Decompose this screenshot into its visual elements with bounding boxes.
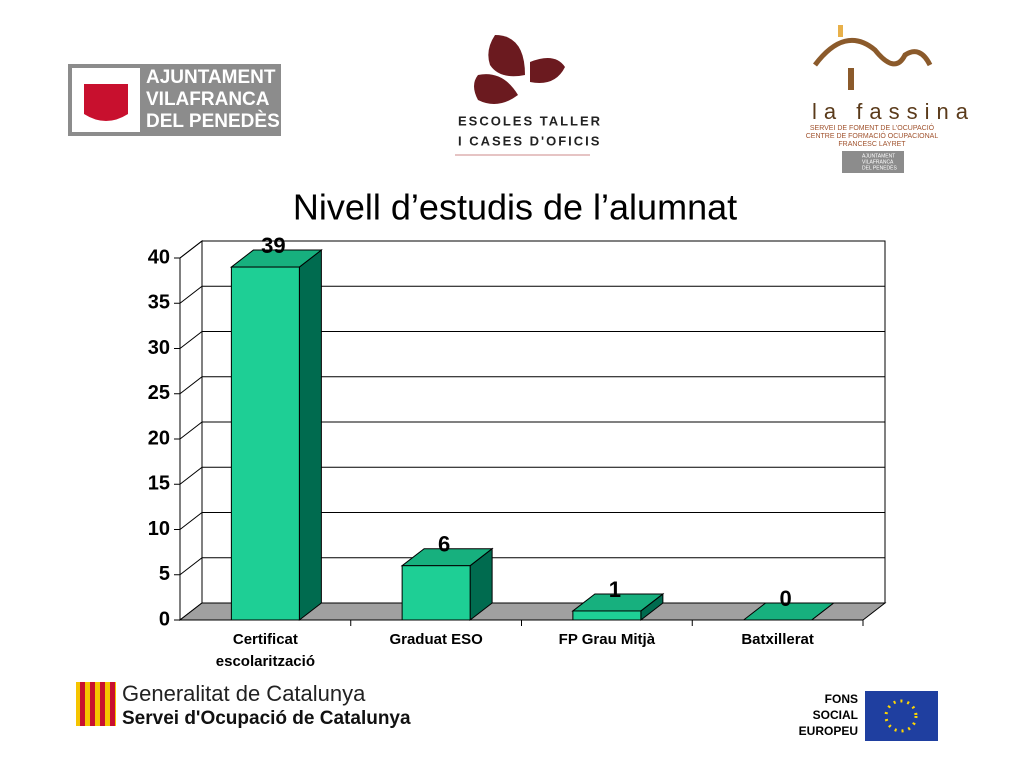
logo-text: VILAFRANCA <box>862 159 894 165</box>
grid-line <box>179 376 885 395</box>
grid-line <box>179 240 885 259</box>
stripe <box>100 682 105 726</box>
y-tick-label: 0 <box>159 608 170 630</box>
y-tick-label: 5 <box>159 563 170 585</box>
eu-stars <box>884 699 918 733</box>
bar <box>230 266 300 621</box>
y-tick-label: 30 <box>148 337 170 359</box>
grid-line <box>179 466 885 485</box>
value-label: 1 <box>609 577 621 602</box>
x-tick-label: FP Grau Mitjà <box>558 631 656 648</box>
leaf <box>474 74 518 104</box>
fassina-logo: la fassina SERVEI DE FOMENT DE L'OCUPACI… <box>806 25 975 173</box>
logo-text: CENTRE DE FORMACIÓ OCUPACIONAL <box>806 131 939 140</box>
logo-text: ESCOLES TALLER <box>458 113 602 128</box>
logo-text: DEL PENEDÈS <box>862 164 897 171</box>
logo-text: VILAFRANCA <box>146 89 270 110</box>
footer-text: EUROPEU <box>799 724 858 738</box>
y-tick-label: 35 <box>148 292 170 314</box>
y-tick-label: 40 <box>148 246 170 268</box>
bar-top <box>742 602 836 621</box>
logo-text: la fassina <box>812 99 975 124</box>
logo-text: DEL PENEDÈS <box>146 110 280 132</box>
grid-line <box>179 331 885 349</box>
eu-flag <box>865 691 938 741</box>
leaf <box>488 35 525 77</box>
grid-line <box>179 512 885 530</box>
bar-side <box>298 249 322 622</box>
logo-text: AJUNTAMENT <box>862 153 895 159</box>
grid-line <box>179 285 885 304</box>
logo-text: SERVEI DE FOMENT DE L'OCUPACIÓ <box>810 123 935 132</box>
footer-text: SOCIAL <box>813 708 858 722</box>
fse-logo: FONS SOCIAL EUROPEU <box>799 691 938 741</box>
fassina-curve <box>813 38 933 67</box>
logo-emblem <box>84 84 128 121</box>
ajuntament-logo: AJUNTAMENT VILAFRANCA DEL PENEDÈS <box>68 64 281 136</box>
x-tick-label: Graduat ESO <box>389 631 483 648</box>
grid-line <box>179 557 885 576</box>
footer-text: FONS <box>825 692 858 706</box>
y-tick-label: 20 <box>148 427 170 449</box>
stripe <box>90 682 95 726</box>
fassina-mark <box>848 68 854 90</box>
fassina-mark <box>838 25 843 37</box>
logo-text: FRANCESC LAYRET <box>838 141 906 148</box>
badge <box>842 151 904 173</box>
grid-line <box>179 421 885 440</box>
value-label: 0 <box>780 586 792 611</box>
value-label: 6 <box>438 532 450 557</box>
y-tick-label: 25 <box>148 382 170 404</box>
escoles-logo: ESCOLES TALLER I CASES D'OFICIS <box>455 35 602 156</box>
bar <box>401 565 471 621</box>
leaf <box>530 58 565 83</box>
y-tick-label: 10 <box>148 518 170 540</box>
logo-text: I CASES D'OFICIS <box>458 133 601 148</box>
footer-text: Servei d'Ocupació de Catalunya <box>122 708 411 729</box>
y-tick-label: 15 <box>148 473 170 495</box>
stripe <box>110 682 115 726</box>
bar <box>572 610 642 621</box>
footer-text: Generalitat de Catalunya <box>122 681 366 706</box>
chart-title: Nivell d’estudis de l’alumnat <box>293 187 737 228</box>
generalitat-logo: Generalitat de Catalunya Servei d'Ocupac… <box>76 681 411 729</box>
logo-text: AJUNTAMENT <box>146 67 276 88</box>
value-label: 39 <box>261 233 285 258</box>
stripe <box>80 682 85 726</box>
x-tick-label: Batxillerat <box>741 631 814 648</box>
x-tick-label: Certificat escolarització <box>215 631 315 670</box>
